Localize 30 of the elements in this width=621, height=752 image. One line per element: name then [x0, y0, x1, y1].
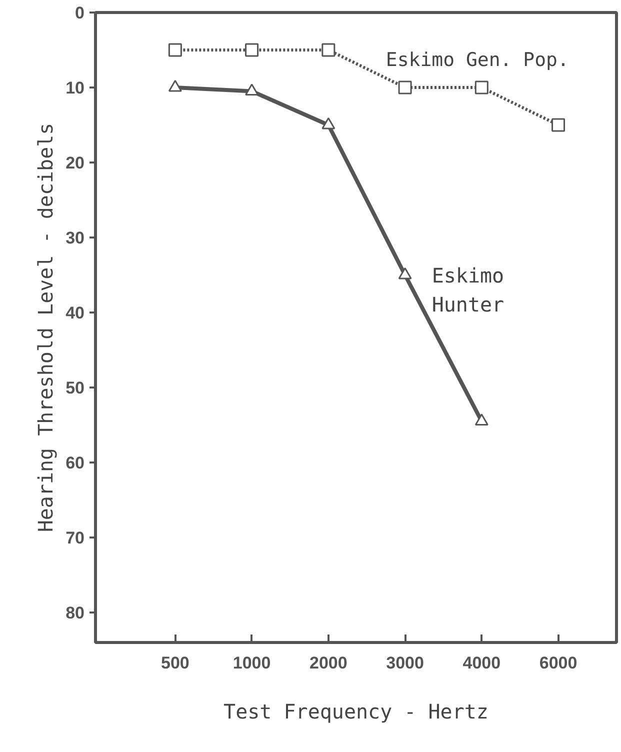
point	[474, 80, 488, 94]
y-tick-label: 40	[66, 304, 85, 322]
point	[168, 43, 182, 57]
point	[552, 118, 566, 132]
x-tick-label: 500	[161, 654, 190, 672]
y-tick-label: 80	[66, 604, 85, 622]
point	[474, 414, 488, 426]
y-tick-label: 10	[66, 78, 85, 98]
x-tick-label: 1000	[232, 654, 271, 672]
point	[398, 80, 412, 94]
series-label: Eskimo Gen. Pop.	[386, 49, 569, 71]
y-tick-label: 0	[75, 4, 85, 22]
y-axis-title: Hearing Threshold Level - decibels	[34, 122, 58, 532]
x-tick-label: 4000	[462, 654, 501, 672]
y-tick-label: 60	[66, 454, 85, 472]
y-tick-label: 70	[66, 528, 85, 548]
x-tick-label: 6000	[539, 654, 578, 672]
point	[168, 80, 182, 92]
y-tick-label: 50	[66, 378, 85, 398]
y-tick-label: 30	[66, 228, 85, 248]
y-tick-label: 20	[66, 154, 85, 172]
x-tick-label: 3000	[386, 654, 424, 672]
point	[398, 267, 412, 280]
point	[322, 117, 336, 130]
series-label: Eskimo Hunter	[432, 264, 504, 316]
x-tick-label: 2000	[310, 654, 348, 672]
point	[245, 43, 259, 57]
point	[322, 43, 336, 57]
point	[245, 84, 259, 96]
x-axis-title: Test Frequency - Hertz	[224, 700, 488, 724]
